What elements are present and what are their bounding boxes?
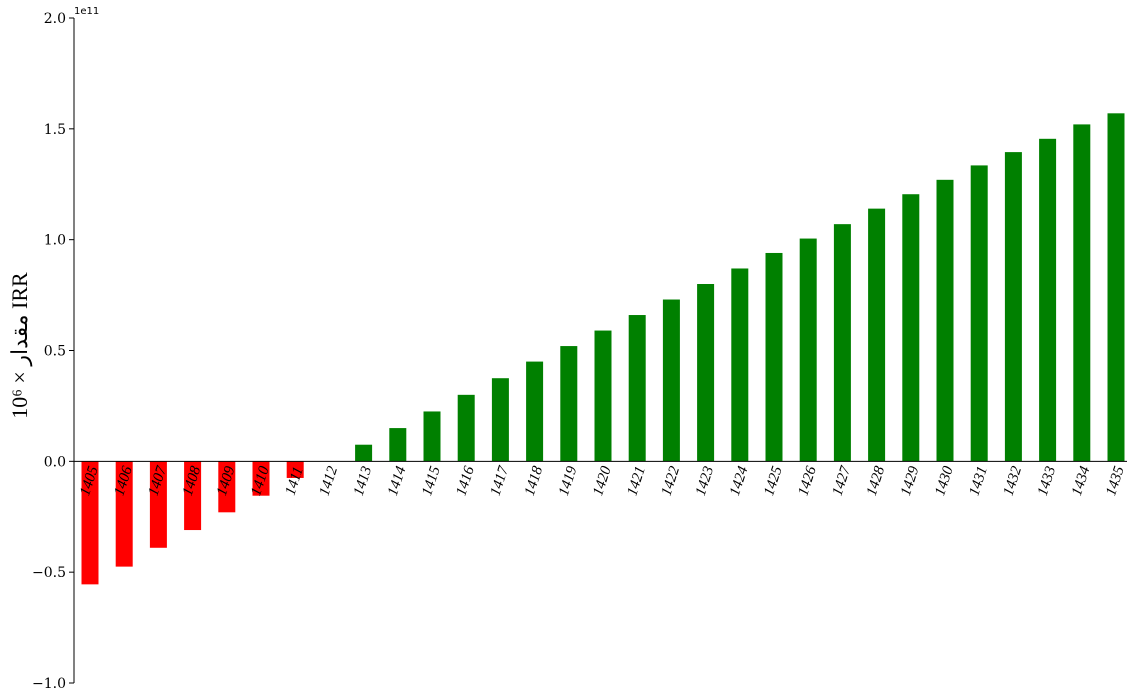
x-tick-label-1430: 1430 bbox=[932, 464, 957, 498]
x-tick-label-1411: 1411 bbox=[283, 465, 307, 497]
bar-1431 bbox=[970, 165, 988, 462]
x-tick-label-1423: 1423 bbox=[693, 464, 717, 497]
bar-1417 bbox=[491, 378, 509, 462]
x-tick-label-1414: 1414 bbox=[385, 464, 410, 498]
y-ticks-group: −1.0 −0.5 0.0 0.5 1.0 1.5 2.0 bbox=[32, 11, 74, 692]
y-tick-label: 1.5 bbox=[44, 122, 66, 138]
bar-1423 bbox=[697, 284, 715, 462]
bar-1414 bbox=[389, 428, 407, 462]
bars-group bbox=[81, 113, 1125, 585]
bar-1416 bbox=[457, 394, 475, 462]
y-offset-label: 1e11 bbox=[74, 6, 99, 17]
bar-1410 bbox=[252, 461, 270, 496]
bar-1421 bbox=[628, 315, 646, 462]
bar-1411 bbox=[286, 461, 304, 478]
y-tick-label: 0.0 bbox=[44, 454, 66, 470]
bar-1419 bbox=[560, 346, 578, 462]
bar-1435 bbox=[1107, 113, 1125, 462]
y-tick-label: 0.5 bbox=[44, 344, 66, 360]
bar-1432 bbox=[1004, 152, 1022, 462]
x-tick-label-1416: 1416 bbox=[453, 464, 478, 498]
x-tick-label-1426: 1426 bbox=[795, 464, 820, 498]
bar-1420 bbox=[594, 330, 612, 462]
bar-1413 bbox=[355, 444, 373, 462]
x-tick-label-1433: 1433 bbox=[1035, 464, 1059, 497]
bar-1425 bbox=[765, 252, 783, 462]
x-tick-label-1432: 1432 bbox=[1001, 464, 1026, 498]
x-tick-label-1417: 1417 bbox=[488, 463, 513, 498]
x-tick-label-1419: 1419 bbox=[556, 464, 581, 498]
bar-1415 bbox=[423, 411, 441, 462]
bar-1434 bbox=[1073, 124, 1091, 462]
x-tick-label-1435: 1435 bbox=[1103, 464, 1127, 498]
bar-1409 bbox=[218, 461, 236, 513]
x-tick-label-1418: 1418 bbox=[522, 464, 547, 498]
bar-1407 bbox=[149, 461, 167, 548]
bar-1427 bbox=[833, 224, 851, 462]
x-tick-label-1415: 1415 bbox=[419, 464, 444, 498]
x-tick-label-1425: 1425 bbox=[761, 464, 786, 498]
x-tick-label-1422: 1422 bbox=[659, 464, 684, 498]
x-tick-label-1434: 1434 bbox=[1069, 464, 1094, 498]
x-tick-label-1428: 1428 bbox=[864, 464, 889, 498]
bar-1430 bbox=[936, 179, 954, 462]
bar-1405 bbox=[81, 461, 99, 585]
y-axis-label: مقدار × 10⁶ IRR bbox=[7, 272, 33, 419]
x-tick-label-1420: 1420 bbox=[590, 464, 615, 498]
bar-1422 bbox=[662, 299, 680, 462]
bar-1429 bbox=[902, 194, 920, 462]
bar-1426 bbox=[799, 238, 817, 462]
bar-1424 bbox=[731, 268, 749, 462]
x-tick-label-1424: 1424 bbox=[727, 464, 752, 498]
y-tick-label: −0.5 bbox=[32, 565, 66, 581]
x-tick-label-1427: 1427 bbox=[830, 463, 855, 498]
x-tick-label-1413: 1413 bbox=[351, 464, 375, 497]
y-tick-label: 1.0 bbox=[44, 233, 66, 249]
x-tick-label-1429: 1429 bbox=[898, 464, 923, 498]
bar-1428 bbox=[868, 208, 886, 462]
bar-1433 bbox=[1039, 138, 1057, 462]
bar-1418 bbox=[526, 361, 544, 462]
y-tick-label: −1.0 bbox=[32, 676, 66, 692]
y-tick-label: 2.0 bbox=[44, 11, 66, 27]
x-tick-label-1421: 1421 bbox=[624, 464, 648, 497]
x-tick-label-1412: 1412 bbox=[317, 464, 342, 498]
x-tick-label-1431: 1431 bbox=[966, 464, 990, 497]
bar-1406 bbox=[115, 461, 133, 567]
bar-1408 bbox=[184, 461, 202, 531]
